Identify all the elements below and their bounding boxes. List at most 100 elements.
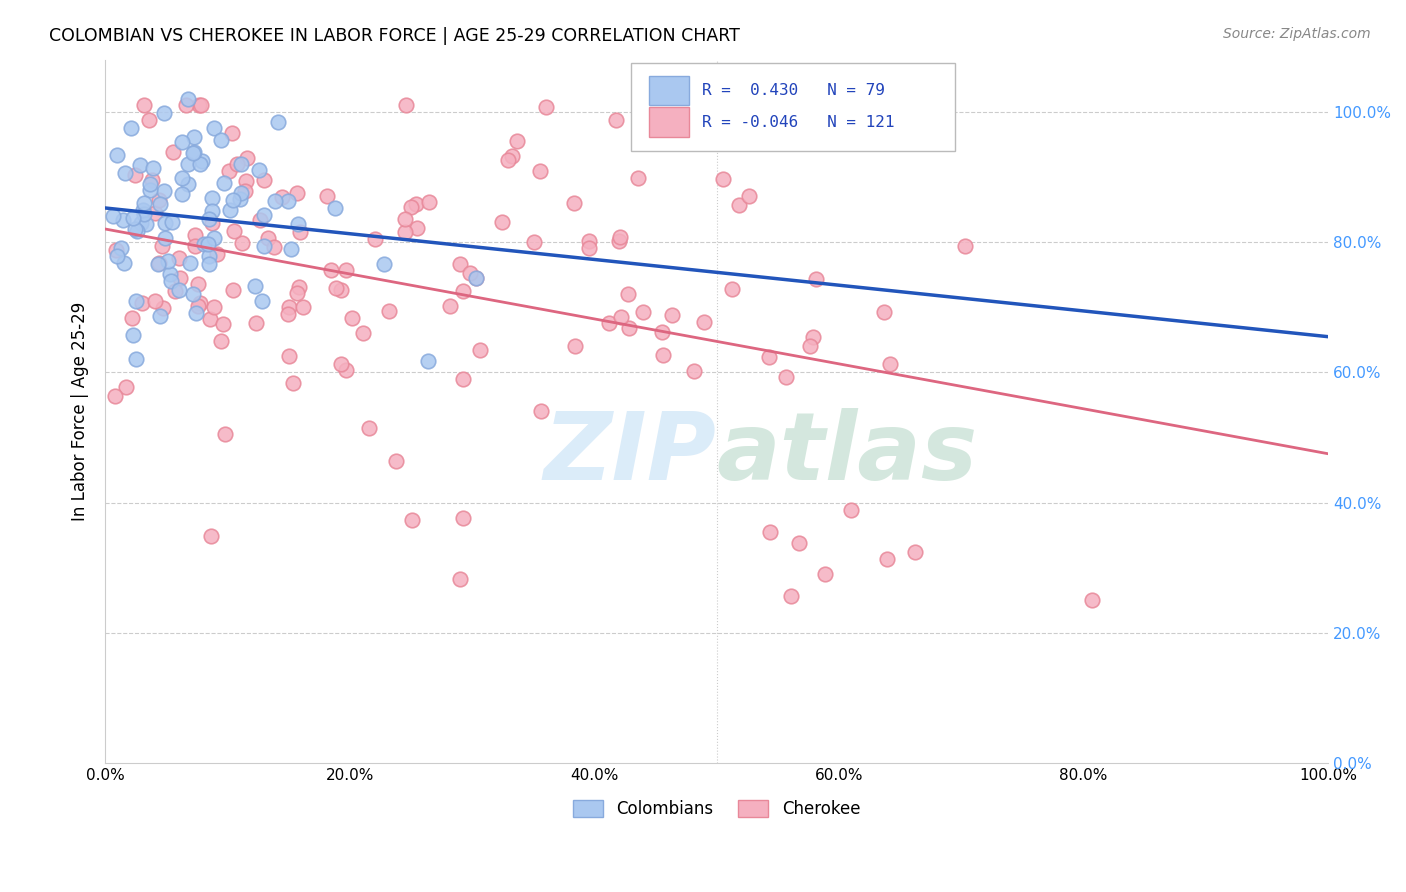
Legend: Colombians, Cherokee: Colombians, Cherokee — [567, 794, 868, 825]
Point — [162, 145, 184, 159]
Point — [329, 357, 352, 371]
Text: R = -0.046   N = 121: R = -0.046 N = 121 — [702, 115, 894, 129]
Point — [449, 256, 471, 270]
Point — [235, 174, 257, 188]
Point — [904, 544, 927, 558]
Point — [148, 256, 170, 270]
Point — [148, 197, 170, 211]
Point — [181, 286, 204, 301]
Point — [170, 186, 193, 201]
FancyBboxPatch shape — [650, 107, 689, 137]
Point — [652, 348, 675, 362]
Point — [177, 156, 200, 170]
Point — [277, 194, 299, 208]
Point — [451, 372, 474, 386]
Point — [330, 283, 353, 297]
Point — [285, 186, 308, 201]
Point — [610, 310, 633, 324]
Point — [340, 310, 363, 325]
Point — [153, 216, 176, 230]
Point — [228, 192, 250, 206]
Point — [177, 177, 200, 191]
Text: R =  0.430   N = 79: R = 0.430 N = 79 — [702, 83, 884, 98]
Point — [633, 305, 655, 319]
Point — [617, 320, 640, 334]
Point — [209, 133, 232, 147]
Point — [187, 277, 209, 291]
Point — [727, 198, 749, 212]
Point — [105, 243, 128, 257]
Point — [759, 525, 782, 540]
Point — [176, 98, 198, 112]
Point — [125, 351, 148, 366]
Point — [280, 242, 302, 256]
Point — [451, 510, 474, 524]
Point — [491, 215, 513, 229]
Point — [418, 354, 440, 368]
Point — [114, 166, 136, 180]
Point — [184, 227, 207, 242]
Point — [288, 280, 311, 294]
Point — [439, 299, 461, 313]
Point — [214, 427, 236, 442]
Point — [201, 216, 224, 230]
Point — [107, 249, 129, 263]
Point — [120, 121, 142, 136]
Point — [394, 225, 416, 239]
Point — [316, 188, 339, 202]
Point — [162, 215, 184, 229]
Y-axis label: In Labor Force | Age 25-29: In Labor Force | Age 25-29 — [72, 301, 89, 521]
Point — [738, 189, 761, 203]
Point — [879, 357, 901, 371]
Point — [359, 421, 381, 435]
Point — [222, 284, 245, 298]
Point — [202, 231, 225, 245]
Point — [651, 325, 673, 339]
Point — [464, 270, 486, 285]
Point — [176, 92, 198, 106]
Point — [132, 98, 155, 112]
Point — [335, 362, 357, 376]
Point — [373, 257, 395, 271]
Point — [122, 328, 145, 343]
Point — [124, 168, 146, 182]
Point — [165, 284, 187, 298]
Point — [169, 271, 191, 285]
Point — [148, 193, 170, 207]
Point — [253, 173, 276, 187]
Point — [183, 145, 205, 160]
Point — [198, 249, 221, 263]
Point — [124, 222, 146, 236]
Point — [285, 286, 308, 301]
Point — [110, 241, 132, 255]
Point — [153, 106, 176, 120]
Text: ZIP: ZIP — [544, 408, 717, 500]
Point — [190, 153, 212, 168]
Point — [250, 293, 273, 308]
Point — [104, 389, 127, 403]
Point — [184, 306, 207, 320]
Point — [132, 202, 155, 217]
Point — [323, 201, 346, 215]
FancyBboxPatch shape — [631, 63, 955, 151]
Point — [143, 293, 166, 308]
Point — [183, 146, 205, 161]
Point — [814, 566, 837, 581]
Point — [841, 503, 863, 517]
Point — [245, 316, 267, 330]
Point — [264, 194, 287, 208]
Point — [138, 113, 160, 128]
Point — [271, 190, 294, 204]
Point — [394, 212, 416, 227]
Point — [103, 210, 125, 224]
Point — [231, 157, 253, 171]
Point — [224, 224, 246, 238]
Point — [758, 350, 780, 364]
Point — [529, 163, 551, 178]
Point — [399, 200, 422, 214]
Point — [277, 301, 299, 315]
Point — [233, 185, 256, 199]
Point — [1081, 592, 1104, 607]
FancyBboxPatch shape — [650, 76, 689, 105]
Point — [253, 239, 276, 253]
